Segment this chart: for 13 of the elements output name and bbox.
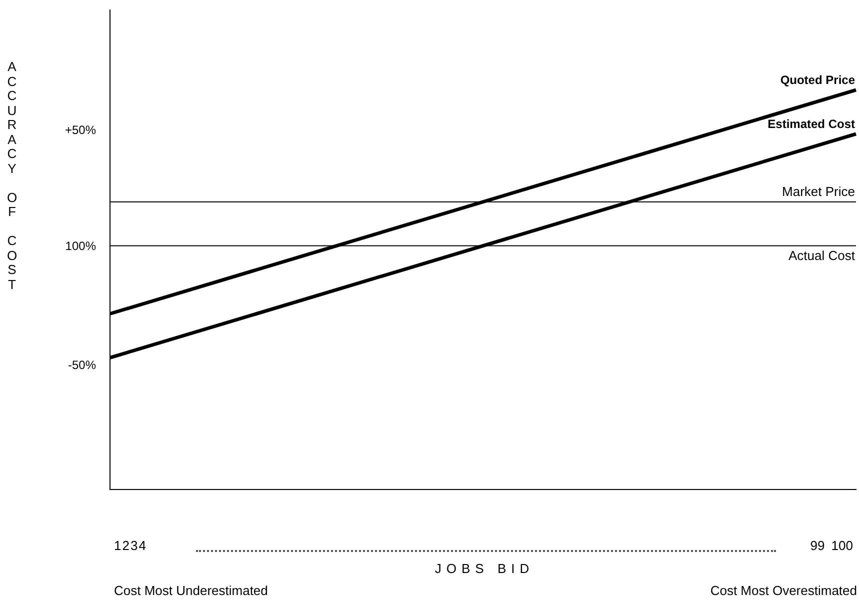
text: JOBS BID: [434, 561, 536, 576]
annotation: 100%: [65, 239, 96, 253]
text: 1234: [114, 538, 147, 553]
series-label: Estimated Cost: [768, 117, 855, 132]
series-label: Quoted Price: [780, 73, 856, 88]
ref-line-label: Actual Cost: [788, 248, 856, 263]
annotation: +50%: [64, 123, 96, 137]
ref-line-label: Market Price: [782, 184, 855, 199]
text: ACCURACY OF COST: [6, 59, 18, 292]
text: Cost Most Underestimated: [114, 583, 268, 598]
text: 99 100: [810, 538, 853, 553]
annotation: -50%: [68, 358, 96, 372]
text: Cost Most Overestimated: [710, 583, 857, 598]
